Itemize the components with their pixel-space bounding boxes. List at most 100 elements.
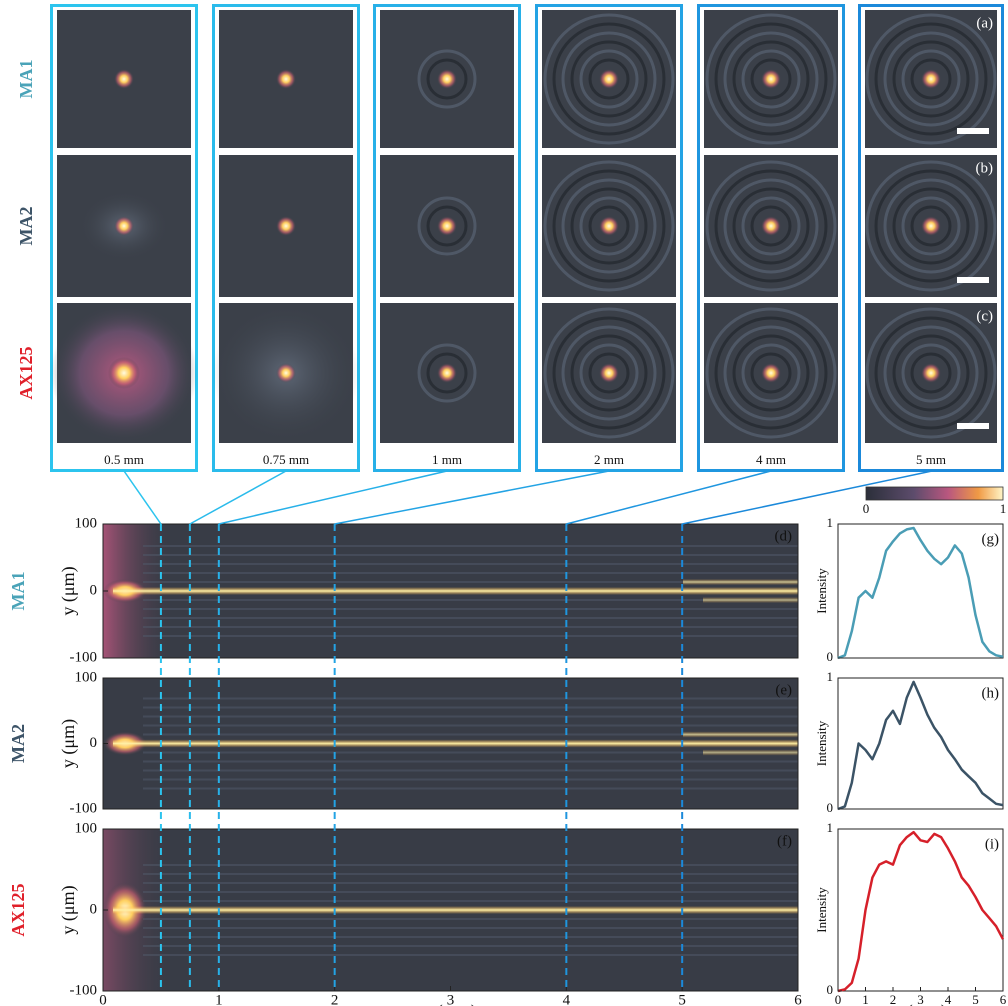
diffraction-ring [892,334,970,412]
colorbar-tick-label: 0 [863,501,870,516]
focal-spot [599,363,619,383]
row-label: MA1 [16,60,36,99]
x-tick-label: 6 [794,992,802,1006]
row-label: MA2 [16,207,36,246]
distance-label: 5 mm [916,452,946,467]
diffraction-ring [552,316,666,430]
diffraction-ring [910,205,952,247]
image-column-frame [535,4,683,472]
diffraction-ring [579,49,639,109]
focal-spot [276,363,296,383]
focal-spot [276,69,296,89]
diffraction-ring [883,325,979,421]
x-tick-label: 1 [215,992,223,1006]
y-tick-label: 0 [827,982,834,997]
diffraction-ring [865,160,997,292]
diffraction-ring [705,13,837,145]
x-tick-label: 0 [835,992,842,1006]
focal-spot [921,216,941,236]
x-tick-label: 6 [1000,992,1007,1006]
diffraction-ring [426,205,468,247]
diffraction-ring [543,160,675,292]
diffraction-ring [750,205,792,247]
y-tick-label: 0 [90,582,98,598]
diffraction-ring [732,334,810,412]
focal-spot [114,216,134,236]
panel-letter: (e) [775,682,792,698]
diffraction-ring [883,31,979,127]
connector [682,470,933,525]
diffraction-ring [561,31,657,127]
panel-letter: (h) [982,685,1000,701]
diffraction-ring [705,160,837,292]
x-tick-label: 4 [945,992,952,1006]
focal-spot [108,357,140,389]
diffraction-ring [865,307,997,439]
beam [113,906,798,914]
y-axis-label: y (μm) [58,885,79,934]
diffraction-ring [732,40,810,118]
y-tick-label: -100 [70,800,98,816]
x-tick-label: 5 [972,992,979,1006]
diffraction-ring [714,169,828,283]
diffraction-ring [417,196,477,256]
diffraction-ring [561,178,657,274]
beam [683,579,798,585]
panel-letter: (g) [982,531,1000,547]
focal-spot [437,216,457,236]
focal-spot [276,216,296,236]
y-axis-label: Intensity [814,887,829,933]
row-label: MA2 [8,724,28,763]
y-tick-label: 0 [90,901,98,917]
diffraction-ring [865,13,997,145]
panel-letter: (c) [976,308,993,324]
beam [703,749,798,756]
diffraction-ring [723,31,819,127]
diffraction-ring [910,352,952,394]
distance-label: 0.5 mm [104,452,144,467]
image-column-frame [697,4,845,472]
diffraction-ring [874,169,988,283]
diffraction-ring [588,205,630,247]
diffraction-ring [901,196,961,256]
distance-label: 1 mm [432,452,462,467]
connector [123,470,162,525]
diffraction-ring [901,343,961,403]
focal-spot [921,363,941,383]
diffraction-ring [901,49,961,109]
distance-label: 0.75 mm [263,452,309,467]
diffraction-ring [883,178,979,274]
intensity-line [837,830,1005,993]
x-tick-label: 4 [563,992,571,1006]
x-tick-label: 3 [917,992,924,1006]
panel-letter: (a) [976,15,993,31]
plot-frame [837,523,1004,659]
diffraction-ring [714,22,828,136]
y-axis-label: Intensity [814,568,829,614]
intensity-line [837,526,1004,660]
distance-label: 4 mm [756,452,786,467]
x-axis-label: z (mm) [894,1001,946,1006]
distance-label: 2 mm [594,452,624,467]
y-tick-label: 100 [75,669,98,685]
x-tick-label: 3 [447,992,455,1006]
intensity-line [837,680,1004,811]
row-label: AX125 [8,884,28,937]
y-tick-label: 0 [827,649,834,664]
scale-bar [957,128,989,134]
diffraction-ring [723,325,819,421]
focal-spot [599,216,619,236]
diffraction-ring [579,196,639,256]
diffraction-ring [426,352,468,394]
focal-spot [921,69,941,89]
row-label: MA1 [8,572,28,611]
y-tick-label: 100 [75,820,98,836]
diffraction-ring [874,316,988,430]
y-tick-label: 1 [827,515,834,530]
diffraction-ring [570,334,648,412]
beam [113,739,798,748]
y-axis-label: y (μm) [58,719,79,768]
y-tick-label: -100 [70,982,98,998]
y-tick-label: 100 [75,515,98,531]
